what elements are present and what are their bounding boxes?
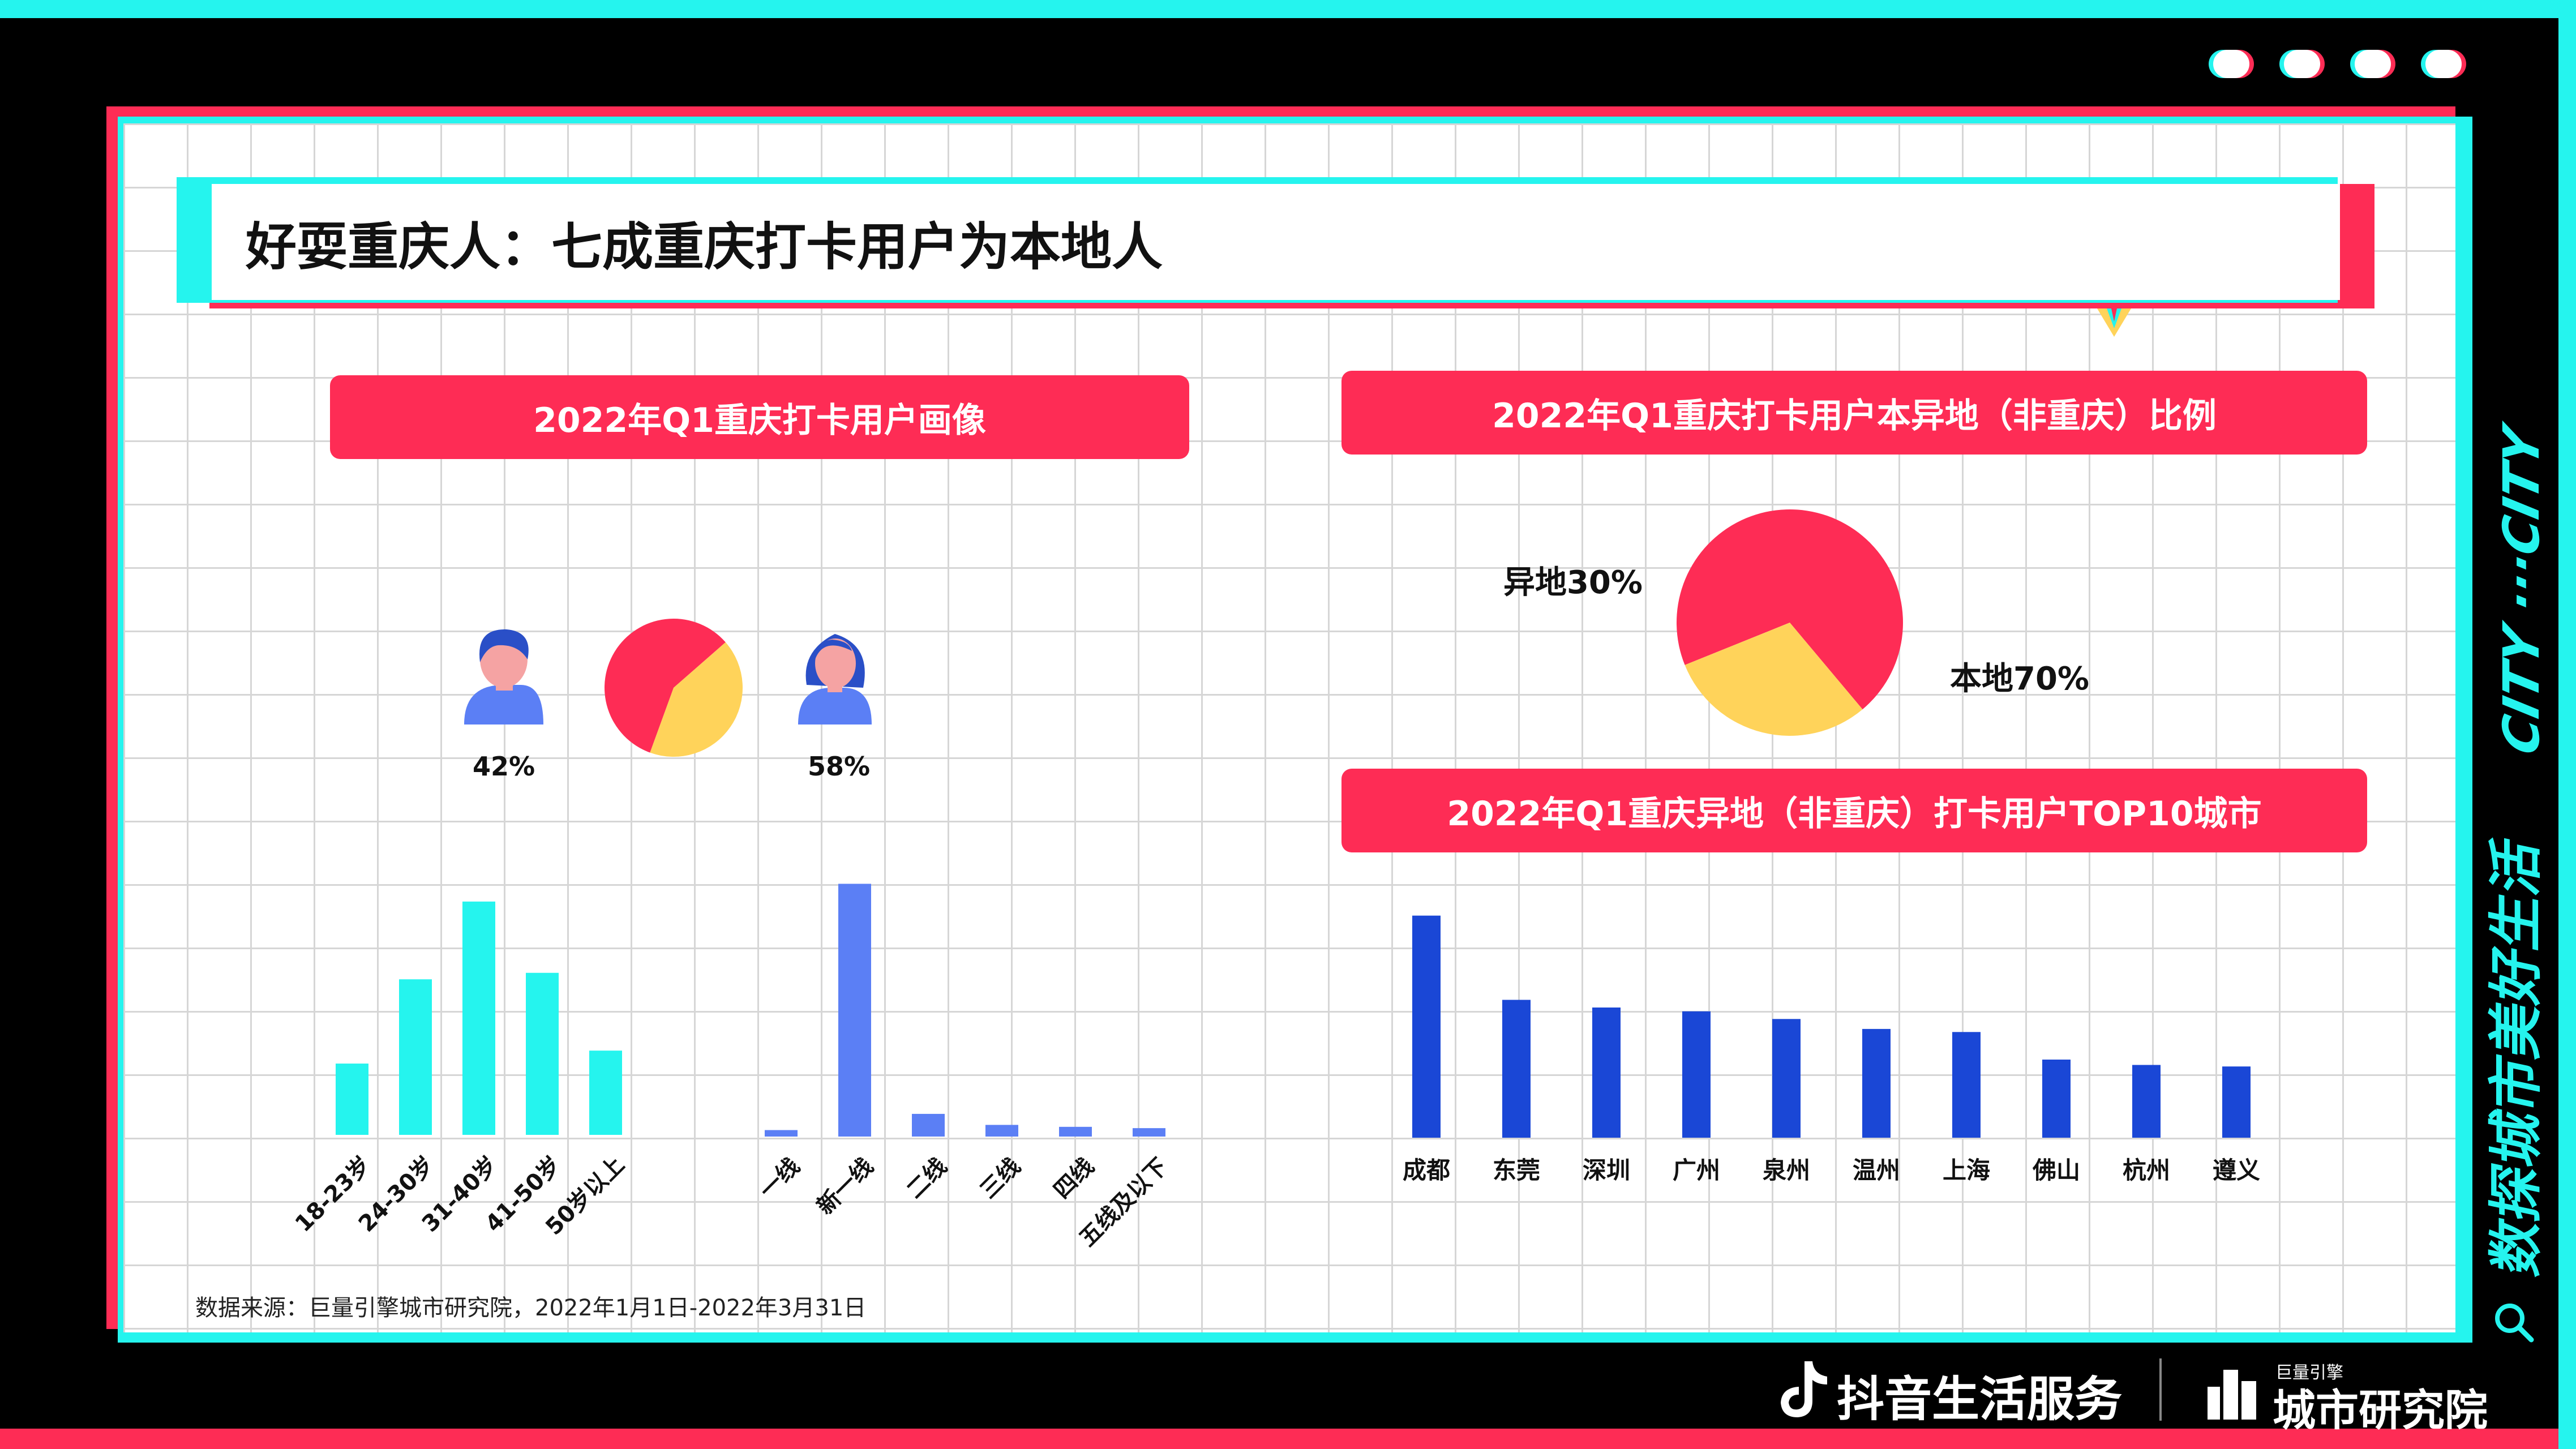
bar-31-40岁 bbox=[462, 901, 495, 1135]
bar-遵义 bbox=[2222, 1066, 2251, 1138]
bar-三线 bbox=[985, 1125, 1018, 1137]
bar-广州 bbox=[1682, 1011, 1711, 1138]
bar-18-23岁 bbox=[336, 1064, 368, 1135]
female-user-icon bbox=[798, 634, 872, 724]
x-tick-label: 温州 bbox=[1853, 1156, 1900, 1184]
search-icon bbox=[2495, 1304, 2534, 1343]
x-tick-label: 四线 bbox=[1049, 1154, 1099, 1204]
x-tick-label: 深圳 bbox=[1583, 1156, 1630, 1184]
bar-41-50岁 bbox=[526, 972, 559, 1135]
bar-chart-top10-cities: 成都 东莞 深圳 广州 泉州 温州 上海 佛山 杭州 遵义 bbox=[1403, 915, 2260, 1184]
bar-泉州 bbox=[1772, 1019, 1801, 1138]
x-tick-label: 遵义 bbox=[2213, 1156, 2260, 1184]
male-user-icon bbox=[464, 629, 543, 724]
bar-上海 bbox=[1952, 1032, 1981, 1138]
city-institute-logo-icon bbox=[2208, 1370, 2256, 1420]
section-header-profile: 2022年Q1重庆打卡用户画像 bbox=[330, 375, 1189, 459]
x-tick-label: 佛山 bbox=[2032, 1156, 2080, 1184]
x-tick-label: 泉州 bbox=[1763, 1156, 1810, 1184]
window-dot bbox=[2355, 50, 2391, 78]
bar-五线及以下 bbox=[1133, 1128, 1165, 1137]
data-source-note: 数据来源：巨量引擎城市研究院，2022年1月1日-2022年3月31日 bbox=[195, 1295, 867, 1321]
pie-slice-remote bbox=[1685, 623, 1863, 736]
x-tick-label: 杭州 bbox=[2123, 1156, 2170, 1184]
pie-slice-male bbox=[650, 642, 743, 757]
side-slogan: 数探城市美好生活 bbox=[2484, 832, 2548, 1281]
window-dot bbox=[2213, 50, 2249, 78]
side-city-text: CITY ···CITY bbox=[2492, 422, 2551, 760]
sparkle-icon bbox=[2097, 308, 2131, 337]
footer-divider bbox=[2159, 1358, 2162, 1421]
x-tick-label: 广州 bbox=[1673, 1156, 1720, 1184]
bar-佛山 bbox=[2042, 1060, 2071, 1138]
bar-四线 bbox=[1059, 1126, 1092, 1137]
bar-一线 bbox=[765, 1130, 798, 1137]
title-box: 好耍重庆人：七成重庆打卡用户为本地人 bbox=[212, 184, 2340, 300]
gender-label-female: 58% bbox=[808, 751, 870, 782]
bar-50岁以上 bbox=[589, 1051, 622, 1135]
douyin-logo-icon bbox=[1781, 1361, 1827, 1417]
x-tick-label: 二线 bbox=[902, 1154, 952, 1204]
pie-chart-gender bbox=[605, 619, 743, 757]
pie-chart-local-ratio bbox=[1676, 509, 1903, 736]
brand-small-label: 巨量引擎 bbox=[2275, 1363, 2343, 1383]
x-tick-label: 三线 bbox=[975, 1154, 1026, 1204]
x-tick-label: 东莞 bbox=[1493, 1156, 1540, 1184]
section-header-top10: 2022年Q1重庆异地（非重庆）打卡用户TOP10城市 bbox=[1341, 769, 2367, 852]
x-tick-label: 新一线 bbox=[812, 1154, 878, 1220]
bottom-red-line bbox=[0, 1429, 2576, 1449]
bar-新一线 bbox=[838, 884, 871, 1137]
top-cyan-line bbox=[0, 0, 2576, 18]
gender-label-male: 42% bbox=[473, 751, 535, 782]
x-tick-label: 一线 bbox=[755, 1154, 805, 1204]
x-tick-label: 成都 bbox=[1403, 1156, 1450, 1184]
x-tick-label: 上海 bbox=[1943, 1156, 1990, 1184]
bar-深圳 bbox=[1592, 1008, 1621, 1138]
pie-slice-female bbox=[605, 619, 726, 753]
bar-24-30岁 bbox=[399, 979, 432, 1135]
brand-city-institute: 城市研究院 bbox=[2273, 1385, 2488, 1435]
bar-成都 bbox=[1412, 915, 1441, 1138]
pie-slice-local bbox=[1676, 509, 1903, 710]
right-cyan-line bbox=[2558, 0, 2576, 1449]
grid-panel bbox=[123, 123, 2455, 1332]
pie-label-remote: 异地30% bbox=[1503, 564, 1643, 601]
window-dot bbox=[2284, 50, 2320, 78]
bar-东莞 bbox=[1502, 1000, 1531, 1138]
bar-温州 bbox=[1862, 1028, 1891, 1138]
brand-douyin-life: 抖音生活服务 bbox=[1837, 1371, 2123, 1427]
section-header-local-ratio: 2022年Q1重庆打卡用户本异地（非重庆）比例 bbox=[1341, 371, 2367, 455]
bar-杭州 bbox=[2132, 1065, 2161, 1138]
page-title: 好耍重庆人：七成重庆打卡用户为本地人 bbox=[246, 217, 1163, 277]
bar-二线 bbox=[912, 1113, 945, 1137]
pie-label-local: 本地70% bbox=[1950, 661, 2089, 697]
window-dot bbox=[2425, 50, 2462, 78]
